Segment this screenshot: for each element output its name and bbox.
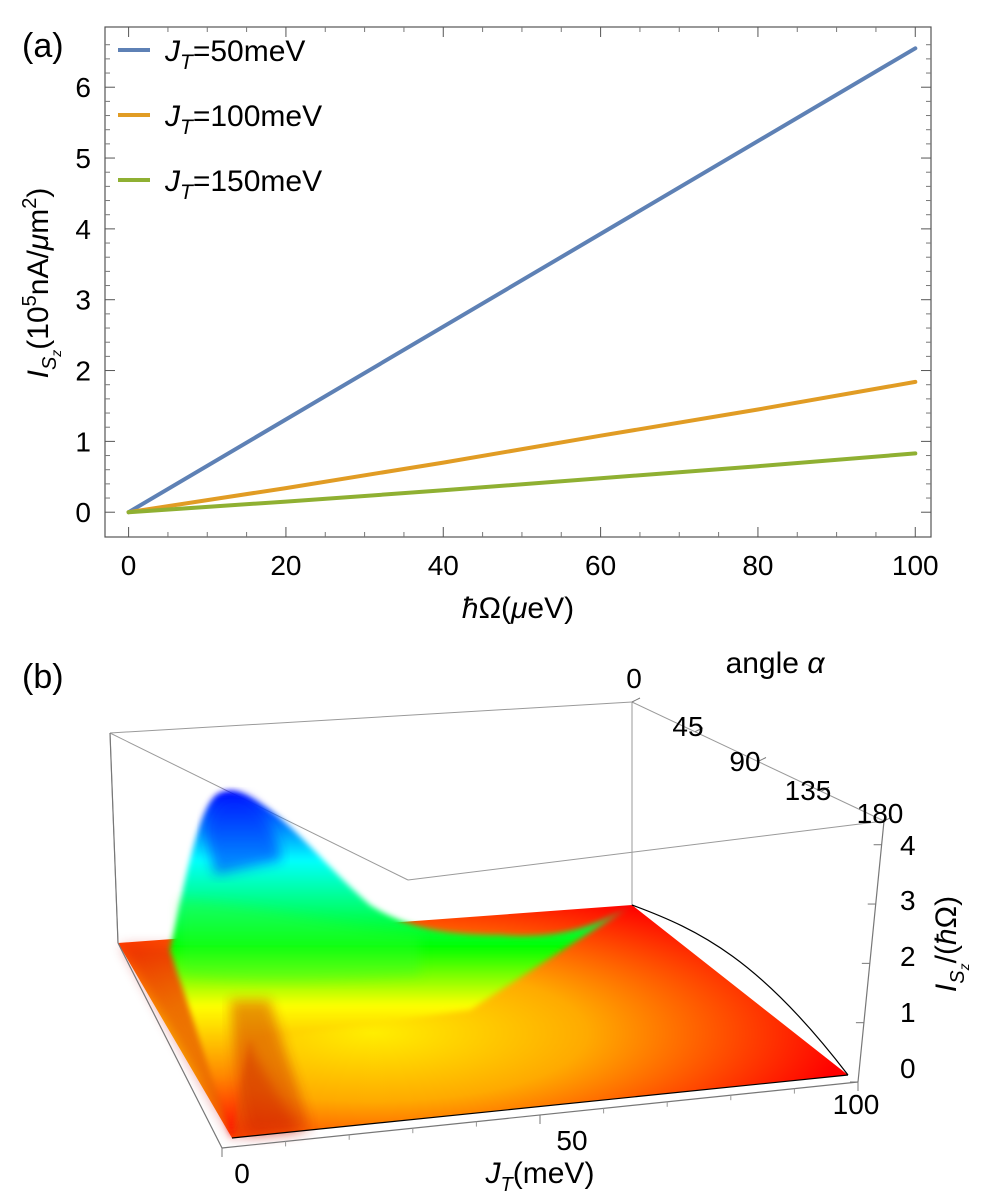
x-tick-label-20: 20 (270, 550, 301, 581)
series-line-j-t-150mev (126, 451, 918, 515)
y-tick-label-5: 5 (75, 143, 91, 174)
surface-right-edge (631, 904, 849, 1076)
legend-label-j-t-100mev: JT=100meV (164, 100, 322, 139)
angle-tick-label-135: 135 (785, 775, 832, 806)
y-tick-label-6: 6 (75, 72, 91, 103)
angle-tick-label-45: 45 (672, 711, 703, 742)
angle-tick-180 (883, 816, 893, 822)
surface-green-band (180, 900, 420, 981)
y-tick-label-0: 0 (75, 497, 91, 528)
series-line-j-t-50mev (126, 46, 918, 515)
jt-tick-label-0: 0 (234, 1158, 250, 1189)
angle-tick-45 (694, 727, 704, 733)
angle-tick-0 (631, 697, 641, 703)
angle-tick-label-0: 0 (626, 663, 642, 694)
angle-tick-135 (820, 786, 830, 792)
y-axis-title-a: ISz(105nA/μm2) (19, 188, 64, 379)
z-tick-label-1: 1 (900, 997, 916, 1028)
x-tick-label-60: 60 (585, 550, 616, 581)
angle-tick-label-180: 180 (857, 798, 904, 829)
jt-tick-label-100: 100 (833, 1089, 880, 1120)
z-axis-title-b: ISz/(ħΩ) (930, 896, 972, 992)
angle-axis-title: angle α (726, 647, 826, 680)
panel-a-ticks: 0 20 40 60 80 100 0 1 2 3 4 5 6 (75, 27, 939, 581)
z-tick-label-0: 0 (900, 1053, 916, 1084)
z-tick-label-2: 2 (900, 941, 916, 972)
x-axis-title-a: ħΩ(μeV) (462, 592, 574, 625)
legend: JT=50meV JT=100meV JT=150meV (118, 35, 322, 204)
x-axis-title-b: JT(meV) (485, 1157, 595, 1196)
legend-label-j-t-50mev: JT=50meV (164, 35, 305, 74)
series-line-j-t-100mev (126, 379, 918, 515)
y-tick-label-4: 4 (75, 214, 91, 245)
y-tick-label-3: 3 (75, 285, 91, 316)
x-tick-label-0: 0 (121, 550, 137, 581)
panel-a-series (126, 46, 918, 515)
y-tick-label-2: 2 (75, 356, 91, 387)
panel-a: (a) 0 20 40 60 80 100 0 1 2 3 4 5 6 JT=50meV JT=100me… (19, 26, 939, 625)
panel-a-label: (a) (22, 27, 64, 65)
surface-plot (118, 790, 849, 1139)
y-tick-label-1: 1 (75, 426, 91, 457)
legend-label-j-t-150mev: JT=150meV (164, 165, 322, 204)
panel-b-label: (b) (22, 658, 64, 696)
panel-a-frame (104, 26, 932, 538)
panel-b: (b) 0 45 90 135 180 0 1 2 3 4 0 (22, 647, 972, 1196)
angle-tick-90 (757, 757, 767, 762)
surface-front-edge (231, 1074, 849, 1139)
jt-tick-label-50: 50 (556, 1125, 587, 1156)
angle-tick-label-90: 90 (729, 746, 760, 777)
panel-b-ticks: 0 45 90 135 180 0 1 2 3 4 0 50 100 (221, 663, 916, 1189)
surface-shadow-front (230, 1000, 310, 1135)
x-tick-label-40: 40 (428, 550, 459, 581)
z-tick-label-4: 4 (900, 830, 916, 861)
x-tick-label-80: 80 (742, 550, 773, 581)
surface-peak-highlight (205, 795, 282, 875)
z-tick-label-3: 3 (900, 885, 916, 916)
x-tick-label-100: 100 (892, 550, 939, 581)
